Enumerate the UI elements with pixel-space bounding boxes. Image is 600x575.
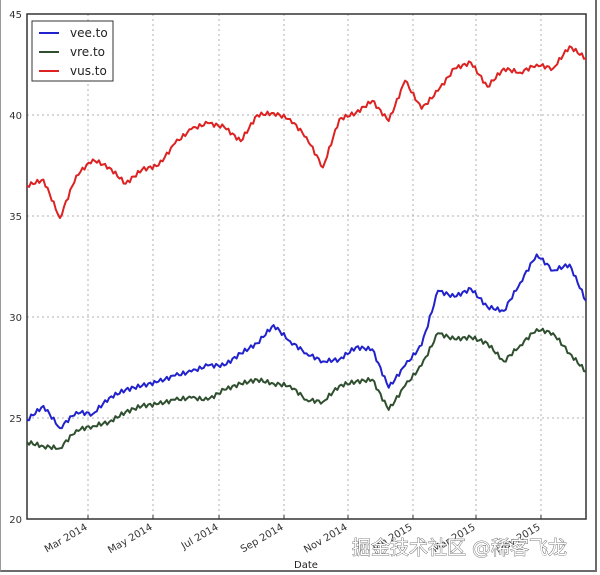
x-tick-label: Mar 2014 <box>43 522 90 555</box>
plot-area-border <box>26 13 587 520</box>
y-tick-label: 35 <box>9 212 22 223</box>
series-line-vre-to <box>26 327 587 451</box>
y-tick-label: 25 <box>9 414 22 425</box>
x-tick-label: Nov 2014 <box>302 522 349 556</box>
grid-lines <box>27 14 586 519</box>
y-axis-ticks: 20 25 30 35 40 45 <box>9 10 22 526</box>
x-tick-label: Sep 2014 <box>239 522 286 555</box>
y-tick-label: 20 <box>9 515 22 526</box>
legend-label: vre.to <box>70 45 105 59</box>
series-lines <box>26 45 587 451</box>
legend: vee.to vre.to vus.to <box>31 20 114 82</box>
x-axis-title: Date <box>294 560 318 571</box>
watermark-text: 掘金技术社区 @稀客飞龙 <box>352 537 567 559</box>
x-tick-label: Jul 2014 <box>179 522 221 552</box>
x-tick-label: May 2014 <box>106 522 154 556</box>
series-line-vee-to <box>26 253 587 430</box>
series-line-vus-to <box>26 45 587 219</box>
legend-label: vus.to <box>70 64 107 78</box>
y-tick-label: 45 <box>9 10 22 21</box>
y-tick-label: 30 <box>9 313 22 324</box>
y-tick-label: 40 <box>9 111 22 122</box>
legend-label: vee.to <box>70 26 108 40</box>
